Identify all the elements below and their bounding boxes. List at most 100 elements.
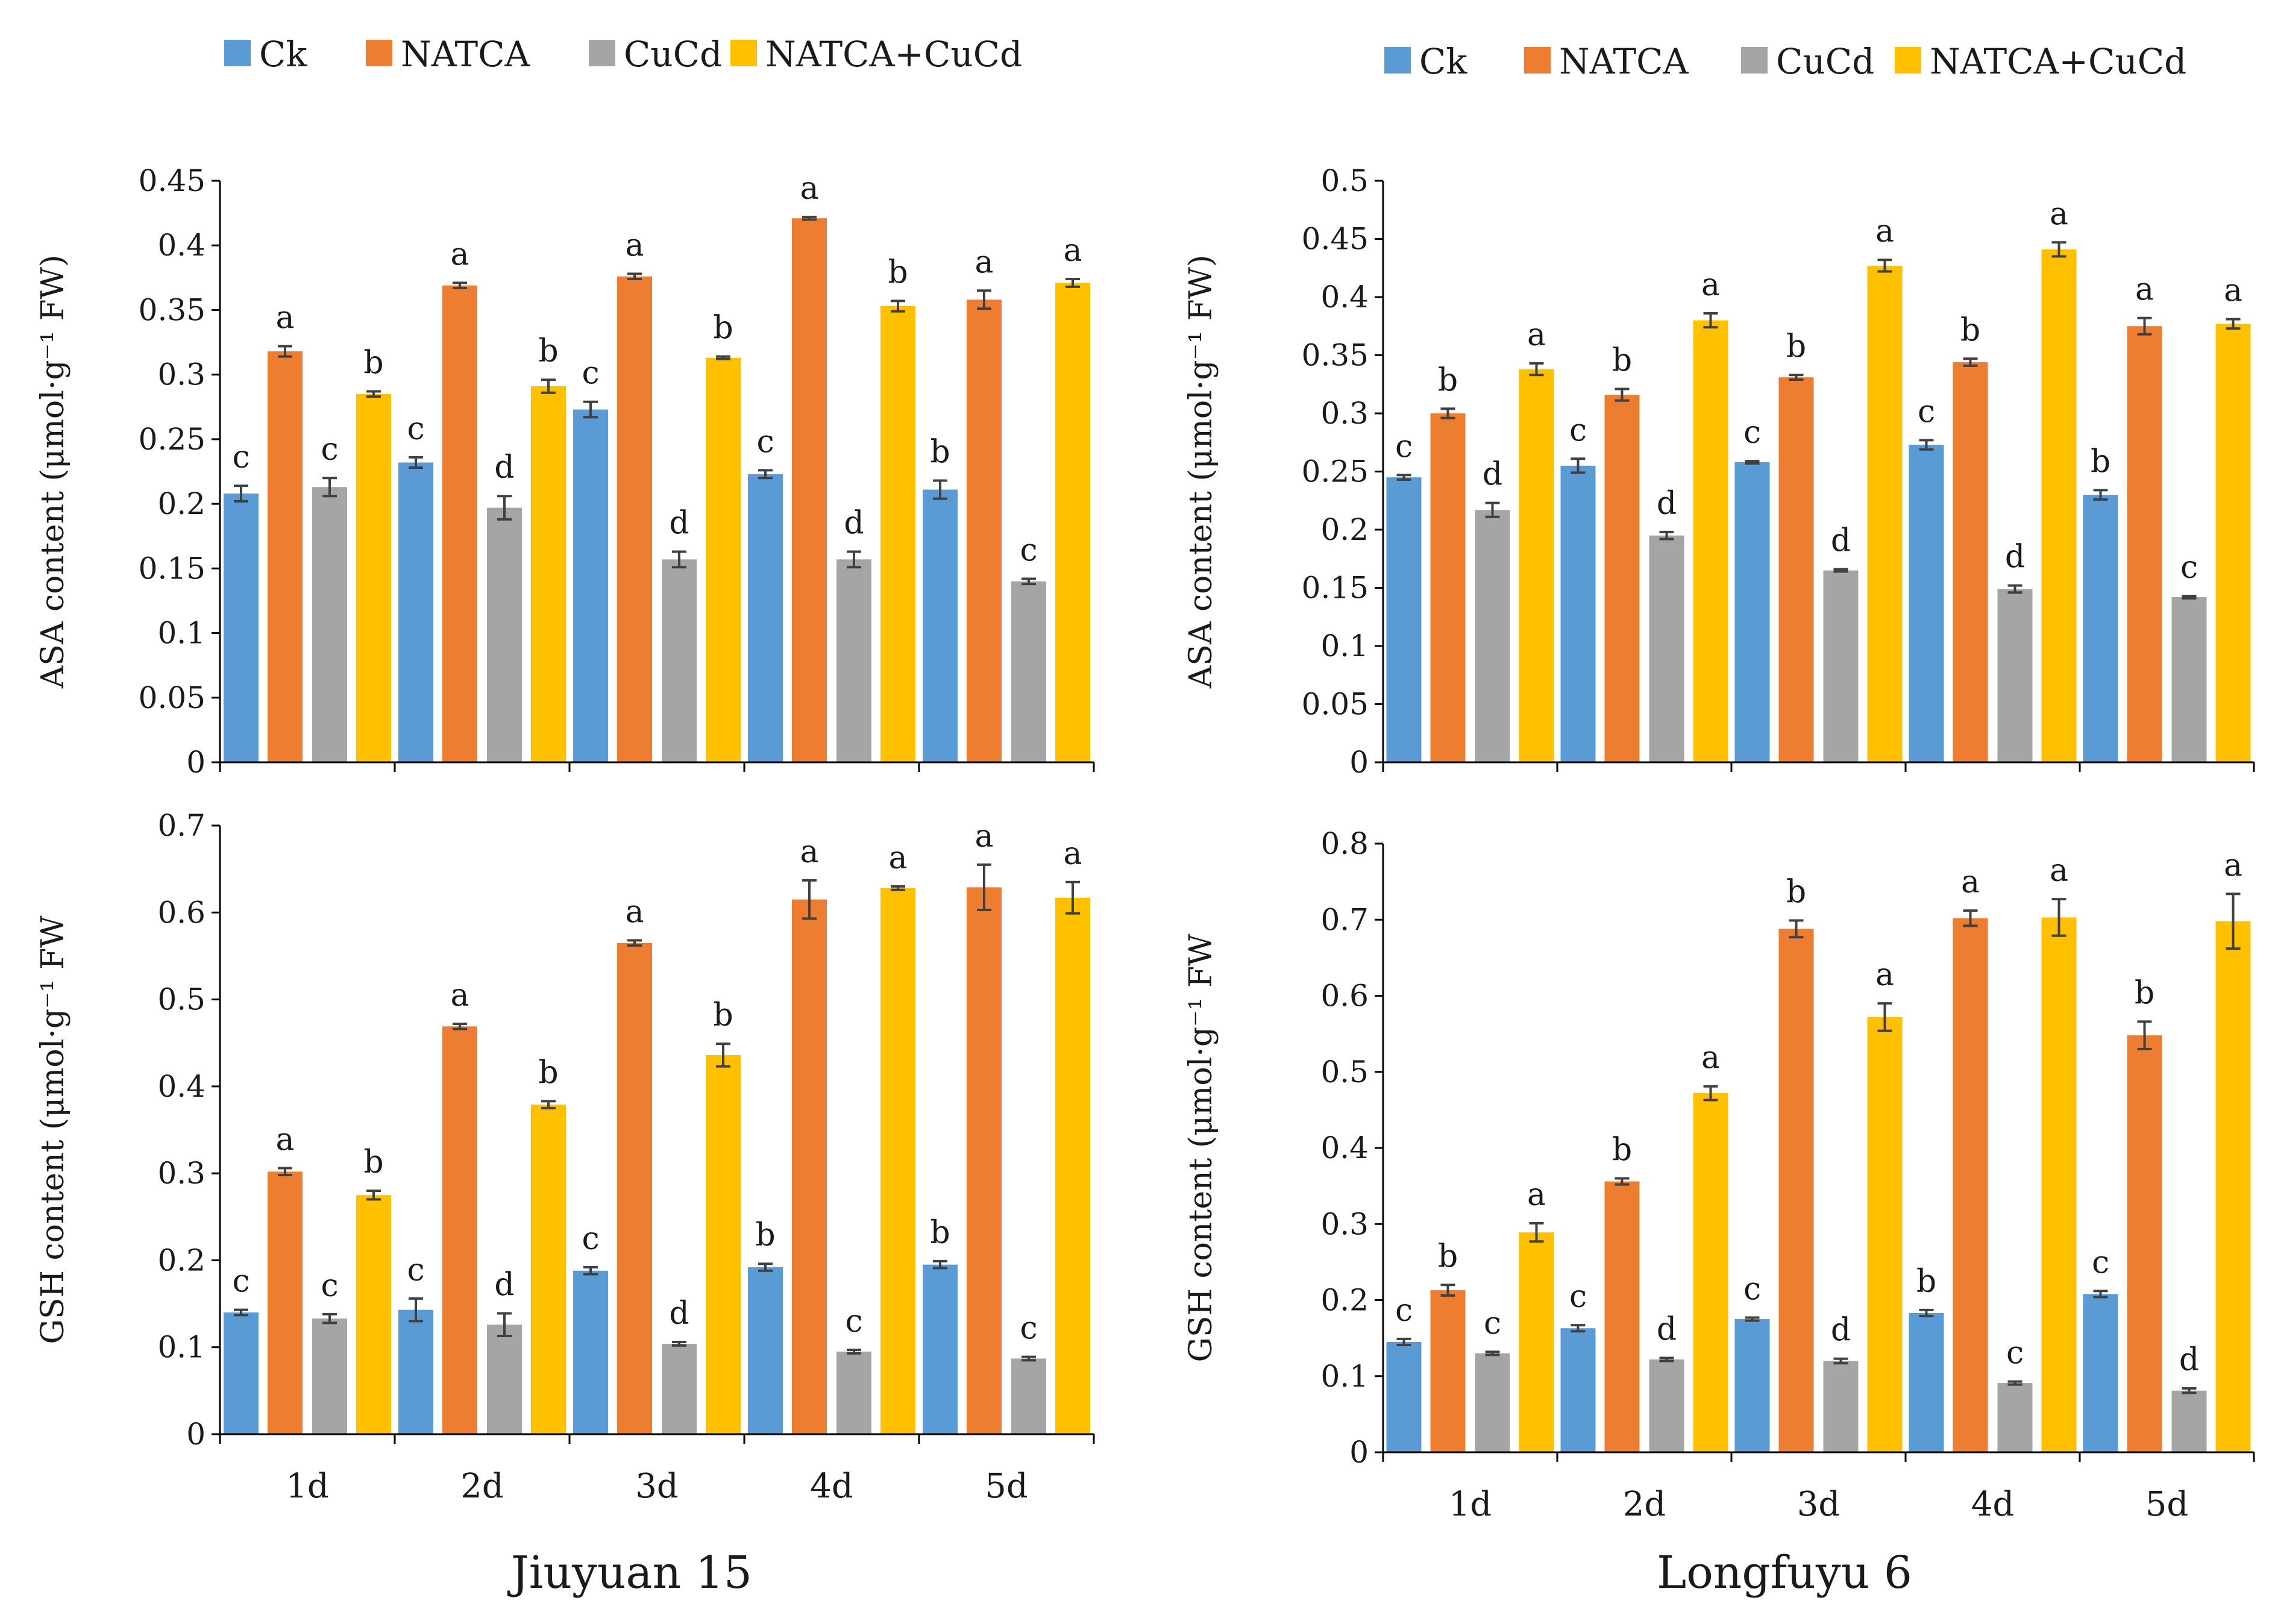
significance-letter: b: [1612, 1132, 1632, 1168]
y-tick-label: 0.35: [139, 292, 206, 327]
significance-letter: a: [1701, 267, 1720, 303]
significance-letter: c: [321, 431, 338, 468]
legend-right: Ck NATCA CuCd NATCA+CuCd: [1384, 41, 2186, 82]
bar-cucd-3d: [1823, 570, 1859, 762]
bar-ck-2d: [1560, 1328, 1596, 1452]
significance-letter: b: [1960, 312, 1980, 348]
bar-natca-cucd-3d: [706, 357, 741, 762]
bar-cucd-1d: [312, 487, 347, 762]
x-tick-label: 3d: [1797, 1485, 1840, 1524]
bar-natca-4d: [1953, 362, 1988, 762]
significance-letter: c: [582, 356, 599, 392]
significance-letter: a: [1875, 213, 1894, 249]
bar-cucd-3d: [662, 1343, 697, 1434]
y-tick-label: 0.5: [1320, 163, 1369, 198]
significance-letter: a: [1527, 1177, 1546, 1213]
x-tick-label: 1d: [286, 1467, 328, 1506]
significance-letter: b: [1786, 328, 1806, 365]
bar-natca-2d: [1604, 1181, 1640, 1452]
bar-ck-3d: [1734, 1319, 1770, 1452]
significance-letter: a: [1961, 864, 1980, 900]
significance-letter: b: [1438, 1238, 1458, 1274]
legend-swatch-natca: [366, 40, 392, 66]
significance-letter: b: [930, 434, 950, 471]
significance-letter: a: [1701, 1040, 1720, 1076]
bar-natca-2d: [442, 285, 477, 762]
significance-letter: b: [363, 345, 383, 381]
significance-letter: a: [800, 834, 818, 870]
significance-letter: c: [1395, 1293, 1413, 1329]
significance-letter: b: [1612, 342, 1632, 378]
y-tick-label: 0.6: [157, 895, 206, 930]
legend-swatch-cucd: [589, 40, 615, 66]
y-tick-label: 0.3: [157, 357, 206, 392]
significance-letter: d: [494, 1267, 514, 1303]
y-tick-label: 0: [1349, 1435, 1369, 1470]
significance-letter: d: [1831, 1312, 1851, 1349]
y-tick-label: 0.4: [157, 228, 206, 263]
significance-letter: c: [1020, 532, 1037, 568]
y-tick-label: 0.4: [1320, 280, 1369, 315]
panel-gsh-jiuyuan15: 0 0.1 0.2 0.3 0.4 0.5 0.6 0.7 GSH content (μmol·…: [35, 808, 1095, 1506]
significance-letter: c: [1918, 393, 1935, 430]
significance-letter: b: [363, 1144, 383, 1180]
bar-cucd-5d: [1011, 1358, 1046, 1434]
cultivar-label-right: Longfuyu 6: [1657, 1547, 1912, 1599]
significance-letter: c: [2180, 550, 2198, 586]
significance-letter: c: [1395, 428, 1413, 465]
significance-letter: c: [232, 439, 249, 475]
legend-label-natca: NATCA: [401, 34, 531, 75]
bar-natca-cucd-1d: [1519, 369, 1554, 762]
significance-letter: c: [232, 1264, 249, 1300]
x-tick-label: 5d: [985, 1467, 1028, 1506]
legend-label-cucd: CuCd: [1776, 41, 1874, 82]
significance-letter: a: [888, 840, 907, 876]
significance-letter: a: [2050, 196, 2068, 232]
y-tick-label: 0.6: [1320, 979, 1369, 1014]
y-tick-label: 0.8: [1320, 826, 1369, 861]
significance-letter: b: [2135, 975, 2154, 1011]
bar-ck-4d: [1909, 445, 1944, 762]
significance-letter: c: [845, 1303, 862, 1340]
significance-letter: a: [2050, 853, 2068, 889]
bar-natca-cucd-1d: [356, 393, 391, 762]
y-tick-label: 0.45: [1302, 222, 1369, 257]
bar-natca-cucd-5d: [1055, 283, 1090, 762]
significance-letter: a: [1527, 317, 1546, 353]
y-tick-label: 0.3: [1320, 1206, 1369, 1241]
y-tick-label: 0.7: [1320, 902, 1369, 937]
significance-letter: b: [2091, 444, 2110, 480]
bar-ck-5d: [2083, 495, 2118, 762]
significance-letter: b: [713, 997, 733, 1033]
significance-letter: b: [930, 1215, 950, 1251]
bar-natca-cucd-2d: [531, 386, 566, 762]
bar-ck-5d: [923, 1264, 958, 1434]
legend-label-natca: NATCA: [1559, 41, 1689, 82]
legend-label-natca-cucd: NATCA+CuCd: [1930, 41, 2186, 82]
significance-letter: c: [756, 424, 774, 460]
y-tick-label: 0.7: [157, 808, 206, 843]
bar-natca-1d: [268, 1171, 303, 1434]
significance-letter: b: [888, 254, 908, 290]
y-axis-title: ASA content (μmol·g⁻¹ FW): [1183, 255, 1219, 689]
significance-letter: b: [538, 333, 558, 369]
significance-letter: d: [1657, 486, 1677, 522]
y-tick-label: 0.1: [157, 1330, 206, 1365]
bar-natca-cucd-3d: [1867, 1017, 1903, 1452]
y-tick-label: 0.3: [157, 1156, 206, 1191]
bar-natca-1d: [268, 351, 303, 762]
legend-label-ck: Ck: [259, 34, 307, 75]
significance-letter: b: [713, 310, 733, 346]
x-tick-label: 4d: [810, 1467, 853, 1506]
y-tick-label: 0.2: [1320, 1283, 1369, 1318]
significance-letter: a: [2224, 847, 2242, 883]
bar-natca-3d: [617, 942, 652, 1434]
y-tick-label: 0.05: [139, 680, 206, 715]
bar-cucd-2d: [1649, 535, 1684, 762]
y-tick-label: 0.4: [1320, 1130, 1369, 1165]
bar-ck-2d: [398, 462, 433, 762]
y-tick-label: 0.25: [1302, 454, 1369, 489]
y-tick-label: 0.25: [139, 422, 206, 457]
bar-ck-2d: [1560, 465, 1596, 762]
bar-cucd-5d: [2171, 597, 2207, 762]
